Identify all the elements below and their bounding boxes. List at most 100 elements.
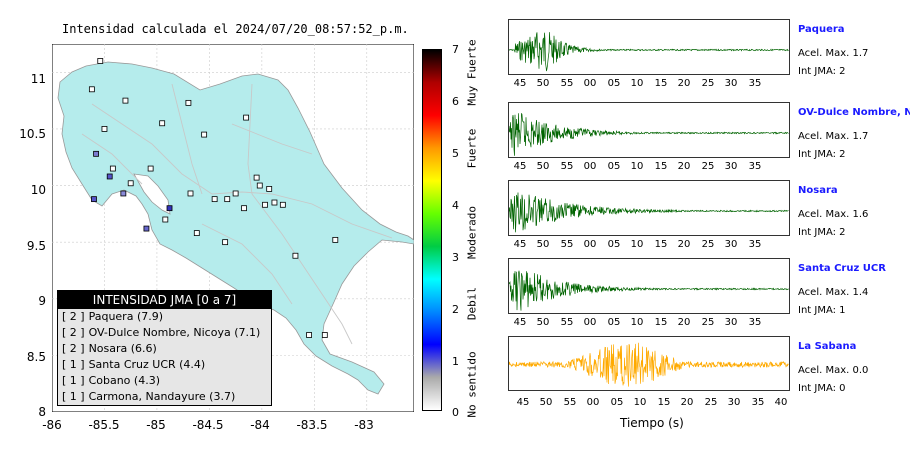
station-marker[interactable] [91,196,97,203]
time-tick: 15 [654,239,668,250]
legend-intensity: [ 2 ] [62,310,85,323]
waveform-trace [509,192,789,233]
station-marker[interactable] [106,173,113,180]
station-marker[interactable] [127,180,134,187]
colorbar-tick: 4 [452,199,459,212]
time-tick: 15 [657,397,671,408]
colorbar-tick: 3 [452,251,459,264]
station-marker[interactable] [271,199,278,206]
time-axis-label: Tiempo (s) [620,416,684,430]
station-marker[interactable] [253,174,260,181]
time-tick: 15 [654,78,668,89]
legend-item: [ 1 ] Cobano (4.3) [58,373,271,389]
station-marker[interactable] [292,252,299,259]
time-tick: 55 [560,239,574,250]
time-tick: 35 [748,239,762,250]
station-marker[interactable] [201,131,208,138]
roads [81,83,393,345]
legend-item: [ 2 ] Paquera (7.9) [58,309,271,325]
time-tick: 00 [583,239,597,250]
legend-station: OV-Dulce Nombre, Nicoya (7.1) [88,326,261,339]
time-tick: 45 [516,397,530,408]
time-ticks: 45 50 55 00 05 10 15 20 25 30 35 40 [500,397,800,411]
station-marker[interactable] [193,230,200,236]
station-marker[interactable] [266,186,273,192]
station-marker[interactable] [306,332,312,338]
station-name: La Sabana [798,341,857,352]
waveform-panel[interactable] [508,258,790,314]
station-marker[interactable] [262,201,268,208]
time-tick: 25 [701,239,715,250]
waveform-panel[interactable] [508,336,790,391]
station-marker[interactable] [332,236,339,243]
colorbar-tick: 5 [452,147,459,160]
station-marker[interactable] [241,205,247,212]
time-tick: 45 [513,78,527,89]
station-marker[interactable] [243,114,250,121]
station-intensity: Int JMA: 2 [798,66,846,77]
station-marker[interactable] [97,58,104,64]
station-max-accel: Acel. Max. 1.7 [798,131,869,142]
lat-tick: 11 [30,72,46,86]
legend-station: Paquera (7.9) [88,310,164,323]
station-marker[interactable] [143,225,150,232]
time-ticks: 45 50 55 00 05 10 15 20 25 30 35 [500,161,800,175]
time-tick: 50 [536,317,550,328]
time-tick: 30 [724,317,738,328]
time-tick: 30 [727,397,741,408]
lat-tick: 9.5 [26,239,46,253]
colorbar-tick: 0 [452,406,459,419]
station-marker[interactable] [109,165,116,172]
station-marker[interactable] [224,196,231,203]
station-marker[interactable] [222,239,229,246]
station-marker[interactable] [321,332,328,338]
legend-intensity: [ 1 ] [62,390,85,403]
station-intensity: Int JMA: 2 [798,149,846,160]
station-marker[interactable] [185,99,192,106]
station-marker[interactable] [256,182,263,189]
station-marker[interactable] [187,190,194,197]
time-tick: 45 [513,317,527,328]
time-tick: 10 [630,161,644,172]
waveform-panel[interactable] [508,102,790,158]
lat-tick: 8 [38,405,46,419]
time-tick: 50 [536,161,550,172]
legend-station: Santa Cruz UCR (4.4) [88,358,206,371]
lon-tick: -86 [42,418,62,432]
waveform-panel[interactable] [508,180,790,236]
station-marker[interactable] [159,120,166,127]
time-tick: 40 [774,397,788,408]
time-tick: 30 [724,239,738,250]
station-marker[interactable] [147,165,154,172]
lon-tick: -85 [146,418,166,432]
waveform-trace [509,342,789,387]
time-tick: 35 [748,161,762,172]
station-intensity: Int JMA: 2 [798,227,846,238]
waveform-trace [509,270,789,311]
legend-intensity: [ 2 ] [62,342,85,355]
time-tick: 00 [586,397,600,408]
station-marker[interactable] [211,196,218,203]
station-marker[interactable] [166,205,173,212]
station-marker[interactable] [122,97,129,104]
gulf-of-nicoya [133,173,171,215]
station-marker[interactable] [162,216,169,223]
station-intensity: Int JMA: 1 [798,305,846,316]
station-marker[interactable] [232,190,239,197]
station-intensity: Int JMA: 0 [798,383,846,394]
station-marker[interactable] [120,190,127,197]
station-marker[interactable] [101,126,108,132]
waveform-trace [509,32,789,72]
station-marker[interactable] [88,86,95,93]
waveform-panel[interactable] [508,19,790,75]
time-tick: 05 [610,397,624,408]
station-marker[interactable] [279,201,286,208]
time-tick: 50 [536,78,550,89]
station-marker[interactable] [93,150,99,157]
map-title: Intensidad calculada el 2024/07/20_08:57… [62,22,409,36]
colorbar-label-no-sentido: No sentido [465,351,479,418]
time-tick: 50 [539,397,553,408]
lat-tick: 10 [30,183,46,197]
legend-title: INTENSIDAD JMA [0 a 7] [58,291,271,309]
time-tick: 25 [701,161,715,172]
